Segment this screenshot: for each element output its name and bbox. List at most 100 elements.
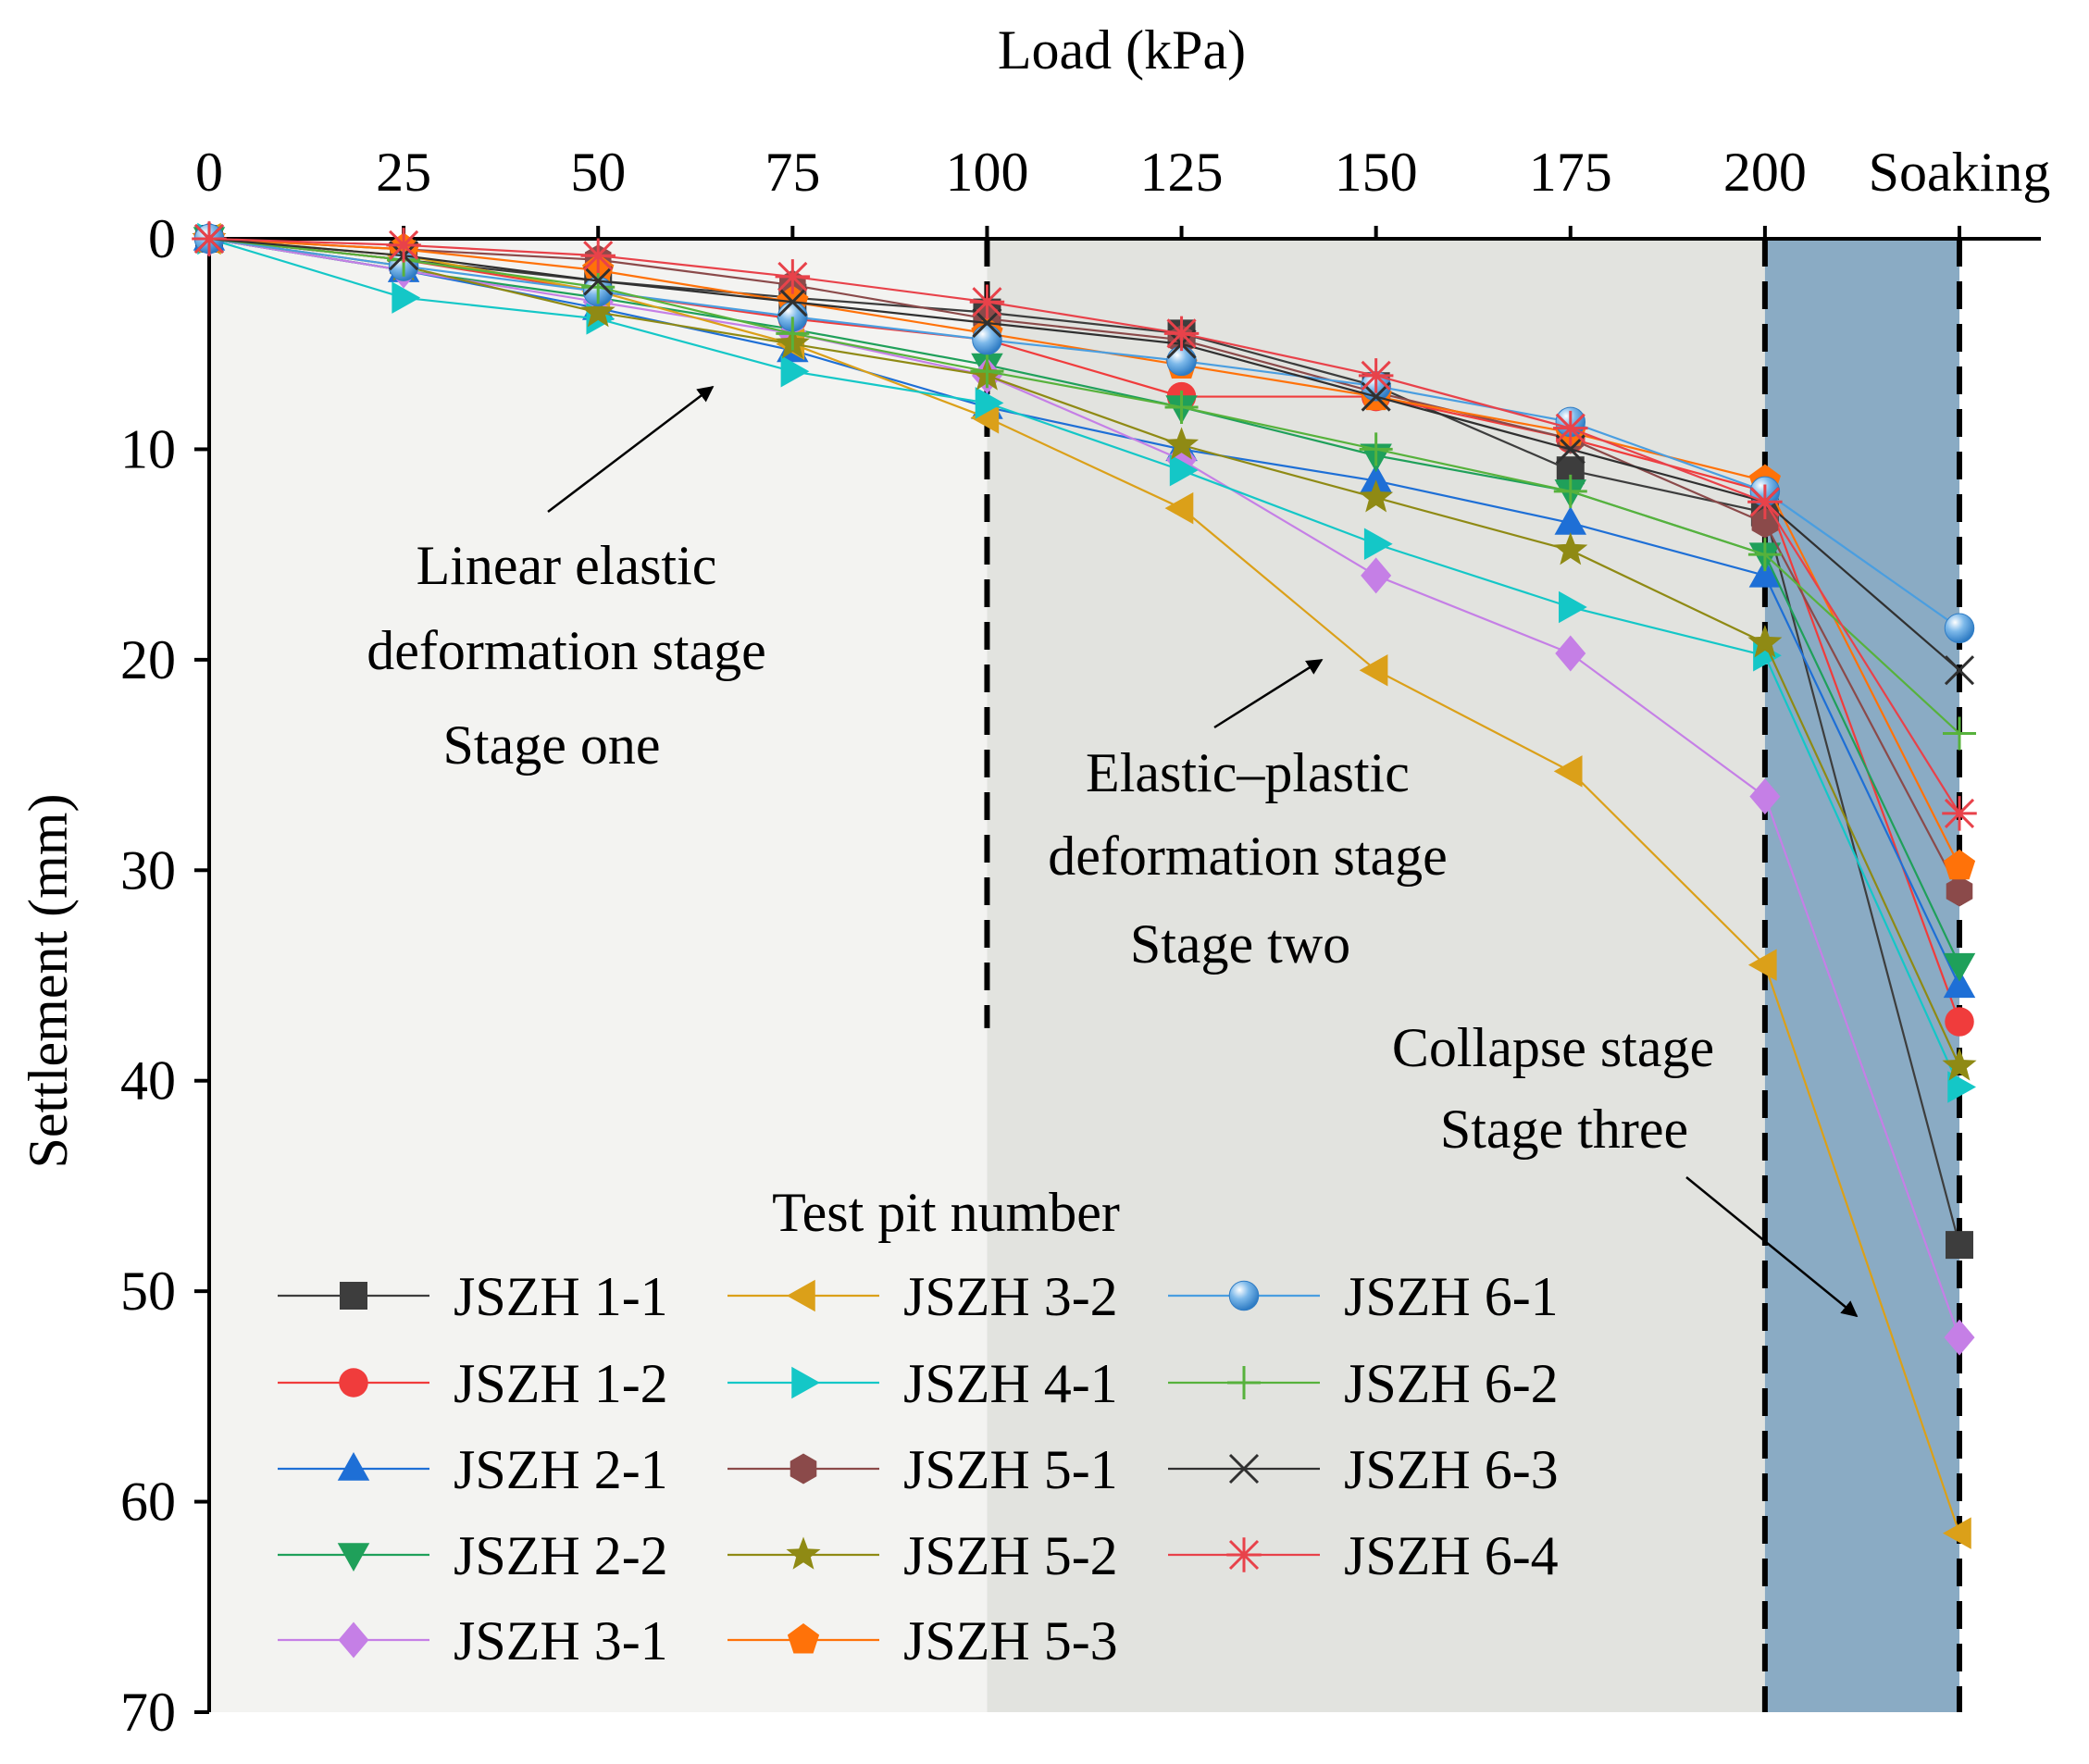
marker-triangle-up (1360, 464, 1392, 493)
marker-asterisk (1226, 1537, 1262, 1572)
series-line-jszh-6-1 (208, 237, 1960, 629)
marker-triangle-down (1943, 952, 1976, 982)
legend-label: JSZH 3-1 (454, 1610, 668, 1671)
legend-item: JSZH 5-2 (727, 1525, 1118, 1586)
legend-item: JSZH 3-1 (278, 1610, 668, 1671)
marker-plus (776, 317, 810, 351)
marker-plus (1164, 390, 1199, 424)
x-tick-label: 75 (765, 142, 820, 203)
marker-sphere (972, 324, 1002, 355)
legend-item: JSZH 5-1 (727, 1439, 1118, 1500)
marker-star (1164, 427, 1200, 460)
marker-plus (1553, 474, 1587, 508)
x-tick-label: 25 (376, 142, 431, 203)
series-line-jszh-4-1 (208, 237, 1961, 1087)
x-tick-label: 200 (1723, 142, 1807, 203)
stage-three-region (1764, 239, 1959, 1712)
stage-three-arrow (1685, 1176, 1859, 1318)
x-tick-label: 175 (1529, 142, 1612, 203)
legend-label: JSZH 6-2 (1344, 1353, 1559, 1414)
marker-asterisk (1163, 316, 1200, 352)
stage-three-line-2: Stage three (1440, 1099, 1688, 1160)
legend-item: JSZH 6-1 (1168, 1266, 1559, 1327)
marker-square (340, 1282, 367, 1310)
series-line-jszh-1-1 (208, 237, 1961, 1246)
marker-asterisk (386, 228, 421, 263)
legend-label: JSZH 5-2 (903, 1525, 1118, 1586)
x-tick-label: 100 (945, 142, 1028, 203)
marker-triangle-up (1943, 969, 1976, 999)
legend-label: JSZH 4-1 (903, 1353, 1118, 1414)
legend-item: JSZH 1-2 (278, 1353, 668, 1414)
marker-star (1747, 625, 1783, 658)
marker-triangle-right (392, 281, 421, 314)
legend-item: JSZH 6-3 (1168, 1439, 1559, 1500)
series-line-jszh-3-1 (208, 237, 1961, 1338)
marker-plus (970, 354, 1004, 389)
marker-diamond (1555, 635, 1586, 672)
marker-triangle-up (337, 1452, 370, 1481)
stage-one-region (209, 239, 988, 1712)
stage-annotations: Linear elastic deformation stage Stage o… (367, 385, 1859, 1318)
legend-label: JSZH 6-3 (1344, 1439, 1559, 1500)
x-tick-label: Soaking (1869, 142, 2051, 203)
marker-asterisk (1358, 358, 1394, 393)
y-tick-label: 60 (120, 1472, 176, 1533)
stage-one-arrow (547, 385, 715, 513)
marker-hexagon (790, 1453, 817, 1484)
y-tick-label: 50 (120, 1261, 176, 1322)
marker-triangle-down (337, 1543, 370, 1571)
legend-item: JSZH 5-3 (727, 1610, 1118, 1671)
y-tick-label: 10 (120, 418, 176, 479)
x-tick-label: 125 (1140, 142, 1224, 203)
marker-plus (1943, 716, 1976, 751)
marker-plus (1359, 432, 1393, 466)
stage-two-line-2: deformation stage (1048, 826, 1448, 887)
marker-plus (1227, 1366, 1261, 1399)
stage-one-line-1: Linear elastic (417, 535, 717, 596)
marker-triangle-left (787, 1279, 815, 1312)
legend-label: JSZH 5-1 (903, 1439, 1118, 1500)
x-tick-label: 0 (195, 142, 223, 203)
series-line-jszh-5-1 (208, 237, 1960, 892)
legend-label: JSZH 2-2 (454, 1525, 668, 1586)
legend-item: JSZH 4-1 (727, 1353, 1118, 1414)
marker-triangle-left (1164, 491, 1194, 525)
stage-two-line-1: Elastic–plastic (1086, 742, 1410, 803)
legend-label: JSZH 3-2 (903, 1266, 1118, 1327)
legend-title: Test pit number (772, 1182, 1120, 1243)
marker-square (1946, 1231, 1973, 1260)
marker-triangle-left (1747, 949, 1777, 981)
series-line-jszh-6-4 (208, 237, 1960, 814)
marker-star (786, 1536, 821, 1570)
marker-asterisk (969, 284, 1005, 319)
series-layer (192, 220, 1977, 1549)
marker-triangle-right (1363, 528, 1393, 561)
legend-item: JSZH 1-1 (278, 1266, 668, 1327)
marker-asterisk (1553, 410, 1588, 446)
series-line-jszh-6-3 (208, 237, 1960, 672)
legend-item: JSZH 2-1 (278, 1439, 668, 1500)
marker-triangle-left (1943, 1517, 1971, 1549)
legend-label: JSZH 1-1 (454, 1266, 668, 1327)
legend-label: JSZH 6-4 (1344, 1525, 1559, 1586)
legend-label: JSZH 2-1 (454, 1439, 668, 1500)
stage-two-arrow (1213, 658, 1324, 729)
axes: Load (kPa) Settlement (mm) 0 25 50 75 100 125… (18, 19, 2050, 1743)
marker-diamond (1749, 778, 1781, 815)
marker-asterisk (192, 221, 227, 256)
marker-x (1944, 655, 1975, 686)
x-axis-title: Load (kPa) (998, 19, 1246, 81)
marker-asterisk (1747, 484, 1783, 520)
series-line-jszh-6-2 (208, 237, 1960, 735)
marker-diamond (1361, 557, 1392, 594)
legend-item: JSZH 6-4 (1168, 1525, 1559, 1586)
y-axis-title: Settlement (mm) (18, 794, 79, 1169)
marker-sphere (1944, 613, 1975, 643)
marker-triangle-right (1947, 1071, 1976, 1103)
legend-item: JSZH 3-2 (727, 1266, 1118, 1327)
x-tick-label: 50 (570, 142, 626, 203)
y-tick-label: 0 (148, 208, 176, 269)
marker-plus (1747, 538, 1782, 572)
